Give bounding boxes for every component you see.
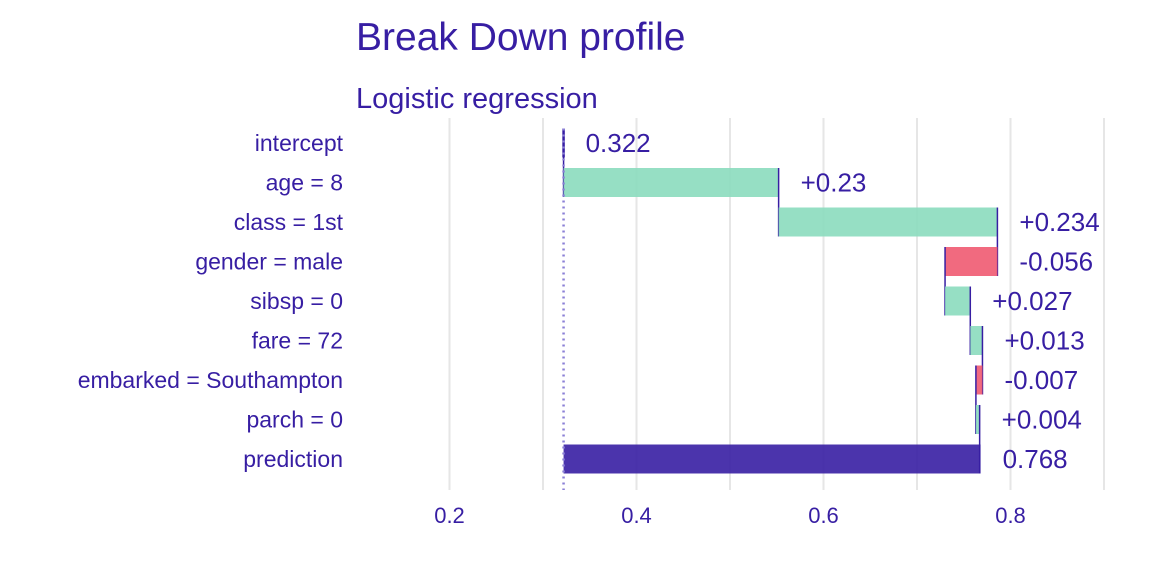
value-label: -0.056 <box>1019 247 1093 277</box>
bar-positive <box>975 405 980 434</box>
y-label: gender = male <box>195 249 343 275</box>
y-label: parch = 0 <box>246 407 343 433</box>
value-label: 0.322 <box>586 128 651 158</box>
x-tick-label: 0.6 <box>808 503 839 528</box>
y-label: class = 1st <box>234 209 344 235</box>
bars-layer <box>562 128 999 474</box>
bar-negative <box>945 247 998 276</box>
y-label: fare = 72 <box>252 328 343 354</box>
y-axis-labels: intercept age = 8 class = 1st gender = male… <box>78 130 344 472</box>
value-label: -0.007 <box>1004 365 1078 395</box>
bar-prediction <box>563 444 981 474</box>
value-label: +0.013 <box>1004 326 1084 356</box>
bar-negative <box>975 365 983 395</box>
y-label: age = 8 <box>266 170 343 196</box>
chart-title: Break Down profile <box>356 16 685 59</box>
value-label: +0.027 <box>992 286 1072 316</box>
value-labels: 0.322 +0.23 +0.234 -0.056 +0.027 +0.013 -0.007… <box>586 128 1100 474</box>
value-label: +0.23 <box>801 168 867 198</box>
y-label: intercept <box>255 130 344 156</box>
x-axis-ticks: 0.2 0.4 0.6 0.8 <box>434 503 1026 528</box>
x-tick-label: 0.4 <box>621 503 652 528</box>
value-label: 0.768 <box>1003 444 1068 474</box>
x-tick-label: 0.8 <box>995 503 1026 528</box>
x-tick-label: 0.2 <box>434 503 465 528</box>
chart-subtitle: Logistic regression <box>356 83 598 115</box>
bar-positive <box>778 207 998 237</box>
bar-positive <box>563 168 779 197</box>
value-label: +0.234 <box>1019 207 1099 237</box>
value-label: +0.004 <box>1002 405 1082 435</box>
y-label: sibsp = 0 <box>250 288 343 314</box>
y-label: embarked = Southampton <box>78 367 343 393</box>
y-label: prediction <box>243 446 343 472</box>
bar-positive <box>945 286 971 316</box>
bar-positive <box>970 326 983 355</box>
